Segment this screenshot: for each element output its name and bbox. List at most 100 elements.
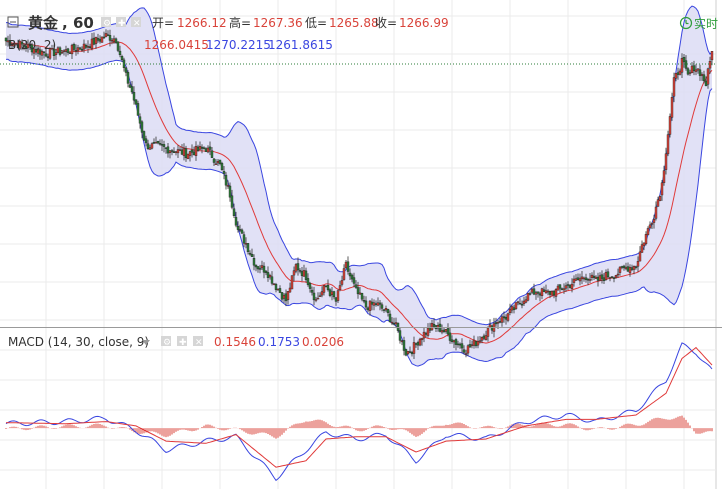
candle-body bbox=[326, 285, 330, 291]
candle-body bbox=[494, 322, 498, 325]
candle-body bbox=[138, 116, 142, 124]
settings-icon[interactable] bbox=[101, 17, 111, 27]
candle-body bbox=[636, 261, 640, 267]
candle-body bbox=[624, 267, 628, 270]
candle-body bbox=[388, 313, 392, 323]
macd-grid bbox=[0, 328, 716, 489]
candle-body bbox=[114, 38, 118, 43]
candle-body bbox=[68, 52, 72, 54]
candle-body bbox=[448, 332, 452, 341]
candle-body bbox=[308, 283, 312, 289]
candle-body bbox=[662, 170, 666, 184]
candle-body bbox=[228, 185, 232, 198]
candle-body bbox=[490, 325, 494, 331]
realtime-icon[interactable] bbox=[679, 16, 693, 30]
candle-body bbox=[280, 292, 284, 300]
candle-body bbox=[272, 283, 276, 285]
macd-value: 0.1546 bbox=[214, 335, 256, 349]
format-glyph: ✚ bbox=[118, 19, 126, 29]
candle-body bbox=[236, 225, 240, 230]
realtime-label[interactable]: 实时 bbox=[694, 16, 718, 31]
candle-body bbox=[204, 148, 208, 152]
candle-body bbox=[390, 321, 394, 324]
candle-body bbox=[476, 341, 480, 346]
close-icon[interactable] bbox=[131, 17, 141, 27]
open-value: 1266.12 bbox=[177, 16, 227, 30]
candle-body bbox=[382, 309, 386, 311]
candle-body bbox=[264, 270, 268, 274]
candle-body bbox=[152, 142, 156, 144]
candle-body bbox=[94, 37, 98, 44]
candle-body bbox=[292, 270, 296, 276]
candle-body bbox=[370, 301, 374, 305]
candle-body bbox=[266, 272, 270, 278]
candle-body bbox=[412, 342, 416, 354]
candle-body bbox=[642, 242, 646, 246]
collapse-icon[interactable] bbox=[7, 16, 19, 28]
candle-body bbox=[504, 317, 508, 320]
format-icon[interactable] bbox=[116, 17, 126, 27]
candle-body bbox=[564, 285, 568, 289]
candle-body bbox=[128, 84, 132, 88]
candle-body bbox=[580, 276, 584, 280]
candle-body bbox=[322, 285, 326, 293]
candle-body bbox=[454, 339, 458, 345]
macd-close-icon[interactable] bbox=[193, 336, 203, 346]
candle-body bbox=[626, 266, 630, 272]
candle-body bbox=[66, 48, 70, 53]
candle-body bbox=[416, 342, 420, 346]
low-value: 1265.88 bbox=[329, 16, 379, 30]
candle-body bbox=[360, 293, 364, 300]
candle-body bbox=[44, 53, 48, 57]
candle-body bbox=[646, 228, 650, 235]
candle-body bbox=[314, 299, 318, 301]
candle-body bbox=[240, 229, 244, 234]
candle-body bbox=[688, 72, 692, 74]
candle-body bbox=[320, 291, 324, 296]
macd-dropdown-icon[interactable] bbox=[142, 340, 150, 345]
candle-body bbox=[502, 316, 506, 319]
candle-body bbox=[514, 302, 518, 310]
candle-body bbox=[350, 274, 354, 280]
candle-body bbox=[212, 158, 216, 163]
candle-body bbox=[548, 291, 552, 295]
candle-body bbox=[96, 38, 100, 41]
candle-body bbox=[302, 270, 306, 277]
candle-body bbox=[686, 68, 690, 75]
candle-body bbox=[522, 300, 526, 304]
macd-settings-icon[interactable] bbox=[161, 336, 171, 346]
candle-body bbox=[306, 278, 310, 285]
candle-body bbox=[284, 293, 288, 302]
candle-body bbox=[628, 267, 632, 274]
candle-body bbox=[518, 303, 522, 305]
candle-body bbox=[674, 72, 678, 79]
candle-body bbox=[222, 171, 226, 174]
candle-body bbox=[544, 290, 548, 294]
candle-body bbox=[654, 206, 658, 219]
candle-body bbox=[594, 276, 598, 279]
candle-body bbox=[366, 307, 370, 311]
candle-body bbox=[134, 99, 138, 105]
candle-body bbox=[410, 352, 414, 355]
candle-body bbox=[164, 147, 168, 149]
candle-body bbox=[660, 182, 664, 196]
candle-body bbox=[524, 299, 528, 303]
candle-body bbox=[76, 47, 80, 51]
candle-body bbox=[348, 272, 352, 277]
macd-format-icon[interactable] bbox=[177, 336, 187, 346]
candle-body bbox=[668, 116, 672, 135]
candle-body bbox=[506, 313, 510, 321]
candle-body bbox=[156, 140, 160, 144]
candle-body bbox=[276, 289, 280, 291]
macd-label: MACD (14, 30, close, 9) bbox=[8, 335, 149, 349]
candle-body bbox=[558, 284, 562, 289]
candle-body bbox=[710, 51, 714, 61]
candle-body bbox=[620, 266, 624, 268]
candle-body bbox=[192, 151, 196, 156]
candle-body bbox=[516, 301, 520, 303]
candle-body bbox=[650, 223, 654, 225]
candle-body bbox=[472, 339, 476, 346]
candle-body bbox=[508, 308, 512, 314]
candle-body bbox=[602, 277, 606, 282]
